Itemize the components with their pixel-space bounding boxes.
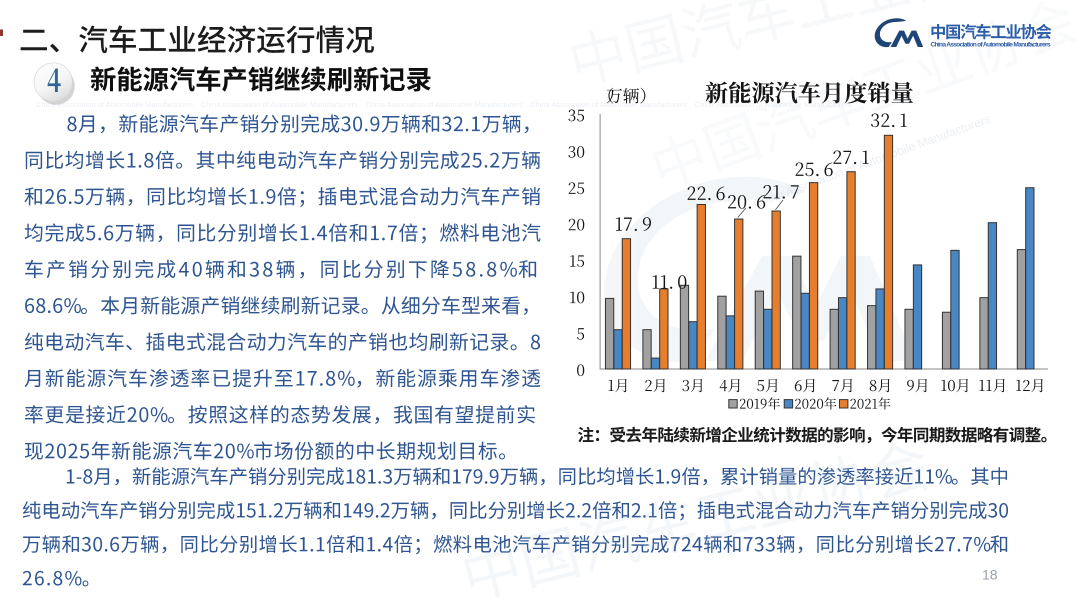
svg-text:18: 18	[982, 567, 998, 583]
svg-text:China Association of Automobil: China Association of Automobile Manufact…	[36, 100, 852, 109]
